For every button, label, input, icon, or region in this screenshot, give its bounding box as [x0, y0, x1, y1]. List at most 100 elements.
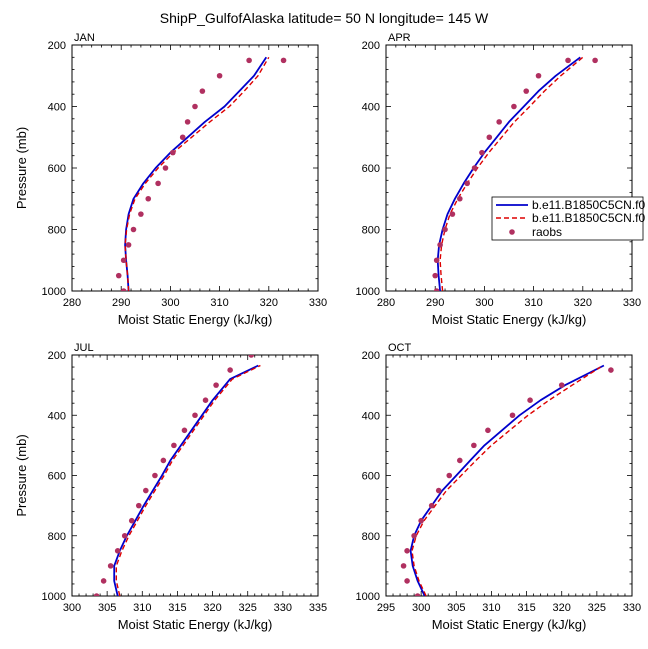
apr-panel-label: APR	[388, 32, 411, 44]
jul-x-tick-label: 310	[133, 602, 151, 614]
panel-jul: 300 305 310 315 320 325 330 335 200 400 600 800 1000…	[14, 337, 327, 632]
apr-x-tick-label: 330	[623, 297, 641, 309]
jan-raob-point	[184, 119, 191, 125]
jan-x-tick-label: 280	[63, 297, 81, 309]
oct-y-tick-label: 1000	[356, 591, 380, 603]
oct-data-area	[400, 364, 614, 596]
apr-y-tick-label: 400	[362, 102, 380, 114]
jul-raob-point	[100, 578, 107, 584]
jan-raob-point	[280, 57, 287, 64]
jul-raob-point	[152, 472, 158, 479]
apr-raob-point	[592, 57, 598, 64]
apr-raob-point	[457, 195, 463, 202]
oct-x-tick-label: 320	[553, 602, 571, 614]
oct-x-tick-label: 305	[447, 602, 465, 614]
jan-raob-point	[130, 226, 137, 233]
oct-x-tick-label: 315	[517, 602, 535, 614]
jan-y-axis-title: Pressure (mb)	[14, 127, 29, 209]
jul-data-area	[93, 337, 300, 596]
oct-raob-point	[400, 563, 407, 569]
apr-x-tick-label: 320	[574, 297, 592, 309]
jul-raob-point	[248, 355, 255, 358]
jan-data-area	[115, 56, 287, 291]
apr-plot-frame	[385, 44, 633, 292]
oct-raob-point	[414, 593, 421, 596]
jan-panel-label: JAN	[74, 32, 95, 44]
oct-panel-label: OCT	[388, 342, 412, 354]
oct-raob-point	[435, 487, 442, 494]
oct-y-tick-label: 600	[362, 471, 380, 483]
jan-raob-point	[216, 72, 223, 79]
jul-raob-point	[294, 337, 300, 343]
apr-raob-point	[523, 88, 530, 94]
apr-data-area	[432, 56, 598, 291]
jul-x-tick-label: 300	[63, 602, 81, 614]
jul-model-line-solid	[113, 364, 259, 596]
jul-raob-point	[107, 563, 114, 569]
oct-raob-point	[428, 502, 435, 509]
jul-raob-point	[181, 427, 188, 434]
oct-y-tick-label: 400	[362, 410, 380, 422]
jan-x-axis-title: Moist Static Energy (kJ/kg)	[118, 312, 273, 327]
jan-raob-point	[192, 103, 198, 110]
jan-raob-point	[179, 134, 186, 141]
oct-raob-point	[457, 457, 463, 464]
panel-oct: 295 300 305 310 315 320 325 330 200 400 600 800 1000…	[356, 342, 642, 632]
jan-y-tick-label: 800	[48, 225, 66, 237]
jul-raob-point	[128, 517, 135, 524]
oct-x-tick-label: 330	[623, 602, 641, 614]
jan-raob-point	[162, 165, 169, 171]
oct-plot-frame	[385, 354, 633, 597]
jul-plot-frame	[71, 354, 319, 597]
jul-x-tick-label: 325	[239, 602, 257, 614]
jan-raob-point	[115, 272, 122, 279]
oct-model-line-solid	[409, 364, 605, 596]
jan-raob-point	[138, 211, 144, 217]
apr-y-tick-label: 800	[362, 225, 380, 237]
oct-raob-point	[558, 382, 565, 388]
apr-y-tick-label: 200	[362, 40, 380, 52]
legend-label-1: b.e11.B1850C5CN.f0	[532, 198, 646, 212]
legend-label-2: b.e11.B1850C5CN.f0	[532, 211, 646, 225]
legend-dot	[509, 229, 515, 235]
jul-y-tick-label: 1000	[42, 591, 66, 603]
apr-raob-point	[471, 165, 478, 171]
apr-raob-point	[442, 226, 448, 233]
jan-y-tick-label: 600	[48, 163, 66, 175]
oct-raob-point	[446, 472, 453, 479]
apr-x-tick-label: 290	[426, 297, 444, 309]
panel-jan: 280 290 300 310 320 330 200 400 600 800 1000 JAN Moi…	[14, 32, 327, 327]
jul-raob-point	[121, 532, 128, 539]
jan-raob-point	[246, 57, 252, 64]
jan-raob-point	[199, 88, 206, 94]
jul-raob-point	[227, 367, 233, 373]
jul-x-tick-label: 320	[203, 602, 221, 614]
jul-x-tick-label: 305	[98, 602, 116, 614]
legend-label-3: raobs	[532, 225, 562, 239]
apr-raob-point	[449, 211, 456, 217]
jul-x-axis-title: Moist Static Energy (kJ/kg)	[118, 617, 273, 632]
jul-raob-point	[192, 412, 198, 419]
jan-raob-point	[155, 180, 161, 187]
jul-y-tick-label: 400	[48, 410, 66, 422]
jul-y-tick-label: 200	[48, 350, 66, 362]
apr-raob-point	[433, 257, 440, 264]
jan-model-line-solid	[124, 56, 268, 291]
jul-x-tick-label: 315	[168, 602, 186, 614]
jan-raob-point	[120, 257, 127, 264]
oct-y-tick-label: 800	[362, 531, 380, 543]
oct-raob-point	[509, 412, 516, 419]
jan-x-tick-label: 290	[112, 297, 130, 309]
jan-raob-point	[145, 195, 152, 202]
apr-raob-point	[535, 72, 542, 79]
oct-raob-point	[527, 397, 533, 403]
jan-x-tick-label: 320	[260, 297, 278, 309]
jul-raob-point	[114, 548, 121, 554]
jan-model-line-dashed	[124, 56, 270, 291]
jan-y-tick-label: 400	[48, 102, 66, 114]
jul-y-axis-title: Pressure (mb)	[14, 434, 29, 516]
apr-raob-point	[433, 288, 440, 291]
jul-model-line-dashed	[115, 364, 261, 596]
apr-raob-point	[464, 180, 470, 187]
apr-raob-point	[432, 272, 439, 279]
